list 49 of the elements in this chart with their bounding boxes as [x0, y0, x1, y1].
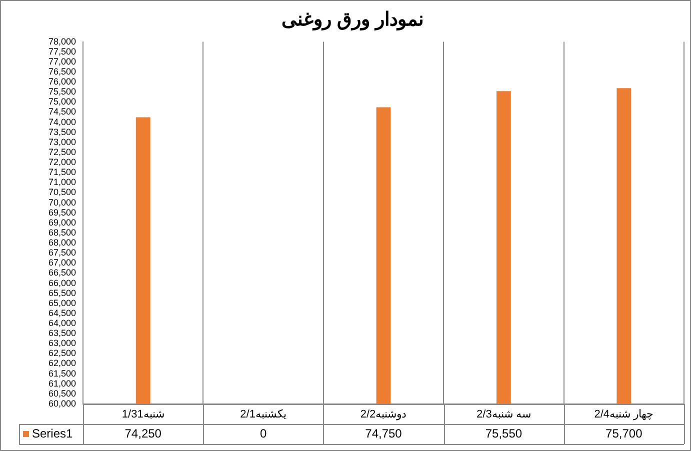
y-tick-label: 78,000 [48, 36, 76, 46]
y-tick-label: 68,000 [48, 238, 76, 248]
y-tick-label: 73,500 [48, 126, 76, 137]
data-label: 75,550 [485, 426, 522, 440]
y-tick-label: 64,000 [48, 318, 76, 328]
data-label: 74,750 [365, 426, 402, 440]
y-tick-label: 75,000 [48, 96, 76, 107]
y-tick-label: 62,000 [48, 358, 76, 368]
y-tick-label: 67,000 [48, 258, 76, 268]
x-tick-label: شنبه1/31 [122, 408, 164, 421]
y-tick-label: 71,500 [48, 167, 76, 178]
y-tick-label: 70,500 [48, 187, 76, 198]
y-tick-label: 64,500 [48, 308, 76, 318]
data-label: 74,250 [124, 426, 162, 440]
chart-title: نمودار ورق روغنی [282, 10, 424, 31]
y-tick-label: 74,000 [48, 116, 76, 127]
y-tick-label: 71,000 [48, 177, 76, 188]
y-tick-label: 72,500 [48, 146, 76, 157]
y-tick-label: 69,500 [48, 207, 76, 218]
y-tick-label: 65,500 [48, 288, 76, 298]
y-tick-label: 77,000 [48, 56, 76, 66]
y-tick-label: 70,000 [48, 197, 76, 208]
y-tick-label: 77,500 [48, 46, 76, 56]
y-tick-label: 61,500 [48, 368, 76, 378]
data-label: 75,700 [606, 426, 643, 440]
y-tick-label: 65,000 [48, 298, 76, 308]
y-tick-label: 61,000 [48, 378, 76, 388]
legend-label: Series1 [32, 426, 74, 440]
text: 0 [260, 426, 267, 440]
y-tick-label: 75,500 [48, 86, 76, 97]
y-tick-label: 73,000 [48, 136, 76, 147]
y-tick-label: 74,500 [48, 106, 76, 117]
y-tick-label: 66,000 [48, 278, 76, 288]
x-tick-label: دوشنبه2/2 [360, 408, 407, 421]
y-tick-label: 69,000 [48, 217, 76, 228]
y-tick-label: 76,000 [48, 76, 76, 87]
x-tick-label: یکشنبه2/1 [240, 408, 286, 421]
y-tick-label: 66,500 [48, 268, 76, 278]
y-tick-label: 60,500 [48, 388, 76, 398]
y-tick-label: 68,500 [48, 227, 76, 238]
y-tick-label: 63,000 [48, 338, 76, 348]
x-tick-label: سه شنبه2/3 [476, 408, 531, 421]
y-tick-label: 63,500 [48, 328, 76, 338]
y-tick-label: 67,500 [48, 248, 76, 258]
y-tick-label: 76,500 [48, 66, 76, 76]
x-tick-label: چهار شنبه2/4 [594, 408, 654, 421]
y-tick-label: 62,500 [48, 348, 76, 358]
y-tick-label: 60,000 [48, 398, 76, 408]
y-tick-label: 72,000 [48, 157, 76, 168]
